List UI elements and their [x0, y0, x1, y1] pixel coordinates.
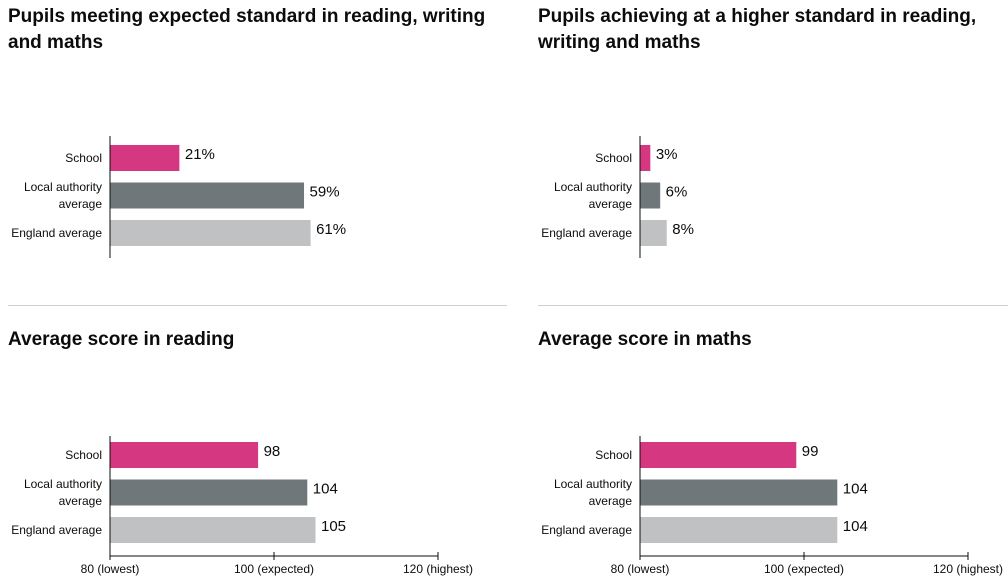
x-tick-label: 100 (expected) [764, 562, 844, 576]
data-label: 99 [802, 443, 819, 460]
category-label: England average [11, 523, 102, 537]
category-label: School [65, 151, 102, 165]
data-label: 8% [672, 221, 694, 238]
x-tick-label: 100 (expected) [234, 562, 314, 576]
category-label: School [595, 448, 632, 462]
bar-school [110, 442, 259, 468]
data-label: 21% [185, 146, 215, 163]
x-tick-label: 120 (highest) [933, 562, 1003, 576]
bar-school [640, 145, 651, 171]
category-label: average [59, 494, 103, 508]
data-label: 98 [264, 443, 281, 460]
category-label: Local authority [24, 180, 102, 194]
category-label: England average [11, 226, 102, 240]
chart-panel-expected-standard: Pupils meeting expected standard in read… [8, 0, 508, 290]
category-label: average [59, 197, 103, 211]
data-label: 105 [321, 518, 346, 535]
chart-title: Average score in maths [538, 329, 752, 350]
data-label: 3% [656, 146, 678, 163]
bar-local-authority [110, 479, 308, 506]
x-tick-label: 80 (lowest) [611, 562, 670, 576]
bar-local-authority [640, 182, 661, 209]
bar-chart: School 99 Local authority average 104 England… [541, 436, 1003, 576]
x-tick-label: 80 (lowest) [81, 562, 140, 576]
data-label: 104 [843, 481, 868, 498]
bar-local-authority [640, 479, 838, 506]
category-label: Local authority [554, 477, 632, 491]
bar-local-authority [110, 182, 305, 209]
chart-title: Average score in reading [8, 329, 235, 350]
data-label: 61% [316, 221, 346, 238]
data-label: 104 [843, 518, 868, 535]
chart-title: Pupils meeting expected standard in read… [8, 6, 486, 53]
category-label: Local authority [554, 180, 632, 194]
category-label: average [589, 197, 633, 211]
bar-england [640, 220, 667, 246]
bar-england [110, 220, 311, 246]
category-label: average [589, 494, 633, 508]
bar-chart: School 21% Local authority average 59% Englan… [11, 136, 346, 258]
bar-england [640, 517, 838, 543]
bar-school [640, 442, 797, 468]
category-label: School [595, 151, 632, 165]
category-label: Local authority [24, 477, 102, 491]
chart-panel-reading-score: Average score in reading School 98 Local a… [8, 323, 508, 585]
data-label: 104 [313, 481, 338, 498]
section-divider [538, 305, 1008, 306]
data-label: 59% [310, 184, 340, 201]
category-label: England average [541, 523, 632, 537]
chart-panel-higher-standard: Pupils achieving at a higher standard in… [538, 0, 1008, 290]
x-tick-label: 120 (highest) [403, 562, 473, 576]
bar-school [110, 145, 180, 171]
data-label: 6% [666, 184, 688, 201]
chart-title: Pupils achieving at a higher standard in… [538, 6, 977, 53]
bar-chart: School 3% Local authority average 6% England … [541, 136, 694, 258]
bar-england [110, 517, 316, 543]
bar-chart: School 98 Local authority average 104 England… [11, 436, 473, 576]
category-label: England average [541, 226, 632, 240]
chart-panel-maths-score: Average score in maths School 99 Local aut… [538, 323, 1008, 585]
section-divider [8, 305, 507, 306]
category-label: School [65, 448, 102, 462]
